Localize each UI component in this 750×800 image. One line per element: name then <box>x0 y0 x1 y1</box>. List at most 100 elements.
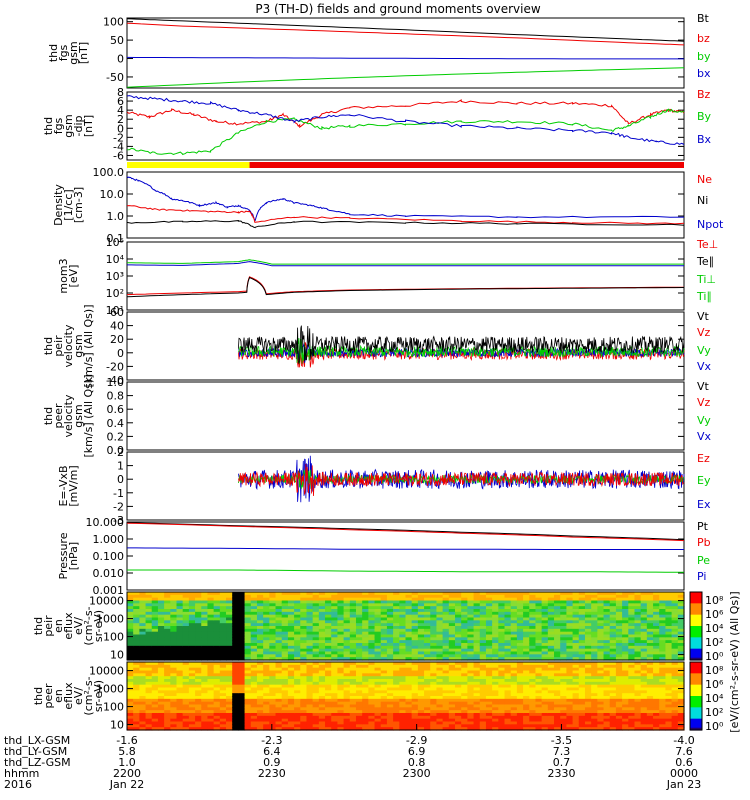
spec-cell <box>195 727 202 731</box>
spec-cell <box>133 681 140 686</box>
spec-cell <box>380 603 388 607</box>
spec-cell <box>380 715 388 720</box>
colorbar-cell <box>690 635 702 638</box>
spec-cell <box>535 657 543 661</box>
spec-cell <box>188 690 196 694</box>
spec-cell <box>504 628 512 633</box>
spec-cell <box>504 631 512 636</box>
spec-cell <box>399 643 407 647</box>
spec-cell <box>362 718 369 723</box>
spec-cell <box>485 594 493 599</box>
spec-cell <box>250 651 258 655</box>
spec-cell <box>671 657 679 661</box>
spec-cell <box>219 623 227 627</box>
spec-cell <box>473 631 481 636</box>
spec-cell <box>659 645 667 650</box>
spec-cell <box>609 687 617 691</box>
spec-cell <box>646 592 654 596</box>
spec-cell <box>374 681 382 686</box>
spec-cell <box>436 592 444 596</box>
spec-cell <box>659 597 667 602</box>
spec-cell <box>634 664 642 669</box>
spec-cell <box>591 597 598 602</box>
spec-cell <box>665 727 673 731</box>
spec-cell <box>337 698 345 703</box>
spec-cell <box>591 679 598 683</box>
spec-cell <box>195 640 202 644</box>
spec-cell <box>287 645 295 650</box>
spec-cell <box>479 614 487 619</box>
spec-cell <box>269 670 277 674</box>
spec-cell <box>467 654 475 658</box>
spec-cell <box>355 609 363 613</box>
spec-cell <box>145 679 153 683</box>
spec-cell <box>665 592 673 596</box>
spec-cell <box>485 701 493 706</box>
spec-cell <box>213 713 221 717</box>
y-tick-label: 10² <box>106 287 124 300</box>
spec-cell <box>455 651 462 655</box>
spec-cell <box>380 727 388 731</box>
spec-cell <box>535 715 543 720</box>
spec-cell <box>479 713 487 717</box>
spec-cell <box>578 594 586 599</box>
y-axis-label: peir <box>42 615 55 637</box>
spec-cell <box>362 643 369 647</box>
spec-cell <box>368 693 376 697</box>
spec-cell <box>578 628 586 633</box>
spec-cell <box>399 594 407 599</box>
spec-cell <box>256 611 264 616</box>
spec-cell <box>646 645 654 650</box>
spec-cell <box>584 623 592 627</box>
spec-cell <box>195 631 202 636</box>
spec-cell <box>195 597 202 602</box>
spec-cell <box>275 651 283 655</box>
spec-cell <box>554 594 561 599</box>
spec-cell <box>646 611 654 616</box>
spec-cell <box>671 681 679 686</box>
spec-cell <box>232 687 239 691</box>
spec-cell <box>498 603 506 607</box>
spec-cell <box>275 698 283 703</box>
spec-cell <box>207 603 215 607</box>
spec-cell <box>622 626 629 630</box>
spec-cell <box>164 634 171 638</box>
spec-cell <box>226 631 233 636</box>
spec-cell <box>238 603 246 607</box>
spec-cell <box>256 676 264 680</box>
spec-cell <box>127 664 134 669</box>
spec-cell <box>671 724 679 728</box>
spec-cell <box>424 603 431 607</box>
spec-cell <box>300 724 308 728</box>
spec-cell <box>554 673 561 677</box>
spec-cell <box>516 620 524 624</box>
spec-cell <box>591 609 598 613</box>
spec-cell <box>256 698 264 703</box>
spec-cell <box>232 614 239 619</box>
spec-cell <box>312 657 320 661</box>
spec-cell <box>436 673 444 677</box>
spec-cell <box>535 721 543 725</box>
spec-cell <box>393 698 400 703</box>
spec-cell <box>609 609 617 613</box>
spec-cell <box>430 670 438 674</box>
y-tick-label: 8 <box>117 86 124 99</box>
spec-cell <box>572 696 580 700</box>
spec-cell <box>263 640 270 644</box>
spec-cell <box>287 594 295 599</box>
spec-cell <box>510 654 518 658</box>
spec-cell <box>374 727 382 731</box>
spec-cell <box>467 592 475 596</box>
spec-cell <box>201 679 209 683</box>
y-axis-label: thd <box>42 407 55 425</box>
spec-cell <box>226 600 233 604</box>
spec-cell <box>547 727 555 731</box>
spec-cell <box>325 609 332 613</box>
spec-cell <box>176 676 184 680</box>
spec-cell <box>523 628 530 633</box>
spec-cell <box>195 628 202 633</box>
spec-cell <box>226 640 233 644</box>
spec-cell <box>547 648 555 653</box>
spec-cell <box>281 609 289 613</box>
